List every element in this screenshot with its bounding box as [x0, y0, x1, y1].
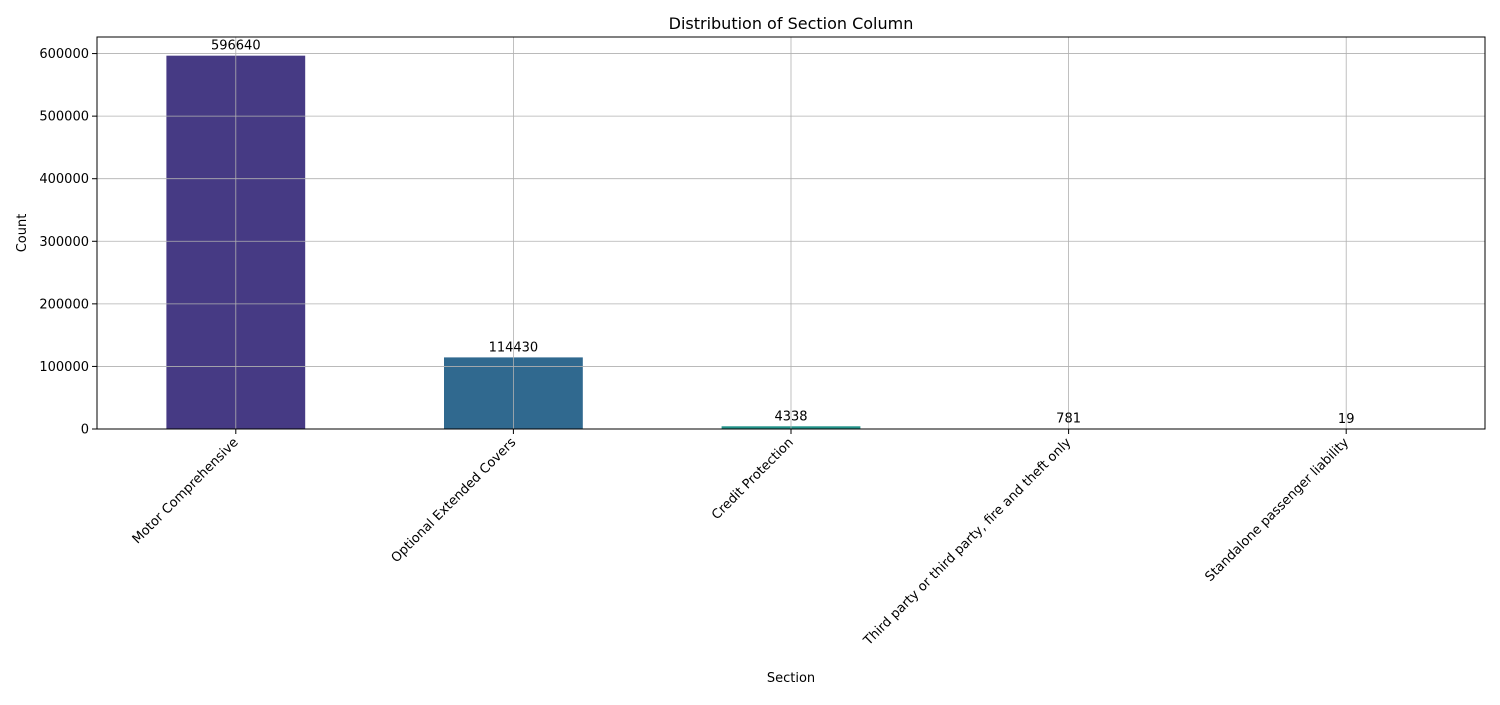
- bar-value-label-2: 114430: [489, 340, 539, 355]
- x-tick-label-1: Motor Comprehensive: [130, 435, 242, 547]
- y-tick-label-6: 500000: [39, 110, 89, 125]
- y-axis-ticks: 0 100000 200000 300000 400000 500000 600000: [39, 47, 97, 437]
- x-tick-label-3: Credit Protection: [709, 435, 797, 523]
- chart-title: Distribution of Section Column: [669, 14, 914, 33]
- bar-value-label-4: 781: [1056, 412, 1081, 427]
- y-tick-label-5: 400000: [39, 172, 89, 187]
- bar-value-label-1: 596640: [211, 39, 261, 54]
- y-tick-label-2: 100000: [39, 360, 89, 375]
- y-tick-label-4: 300000: [39, 235, 89, 250]
- x-axis-ticks: Motor Comprehensive Optional Extended Cov…: [130, 429, 1353, 649]
- bar-value-label-3: 4338: [774, 409, 807, 424]
- x-tick-label-4: Third party or third party, fire and the…: [860, 435, 1074, 649]
- x-tick-label-5: Standalone passenger liability: [1202, 435, 1352, 585]
- y-tick-label-1: 0: [81, 423, 89, 438]
- x-tick-label-2: Optional Extended Covers: [389, 435, 520, 566]
- y-axis-title: Count: [15, 214, 30, 253]
- y-tick-label-7: 600000: [39, 47, 89, 62]
- y-tick-label-3: 200000: [39, 297, 89, 312]
- x-axis-title: Section: [767, 671, 815, 686]
- bar-value-label-5: 19: [1338, 412, 1355, 427]
- bar-value-labels: 596640 114430 4338 781 19: [211, 39, 1354, 427]
